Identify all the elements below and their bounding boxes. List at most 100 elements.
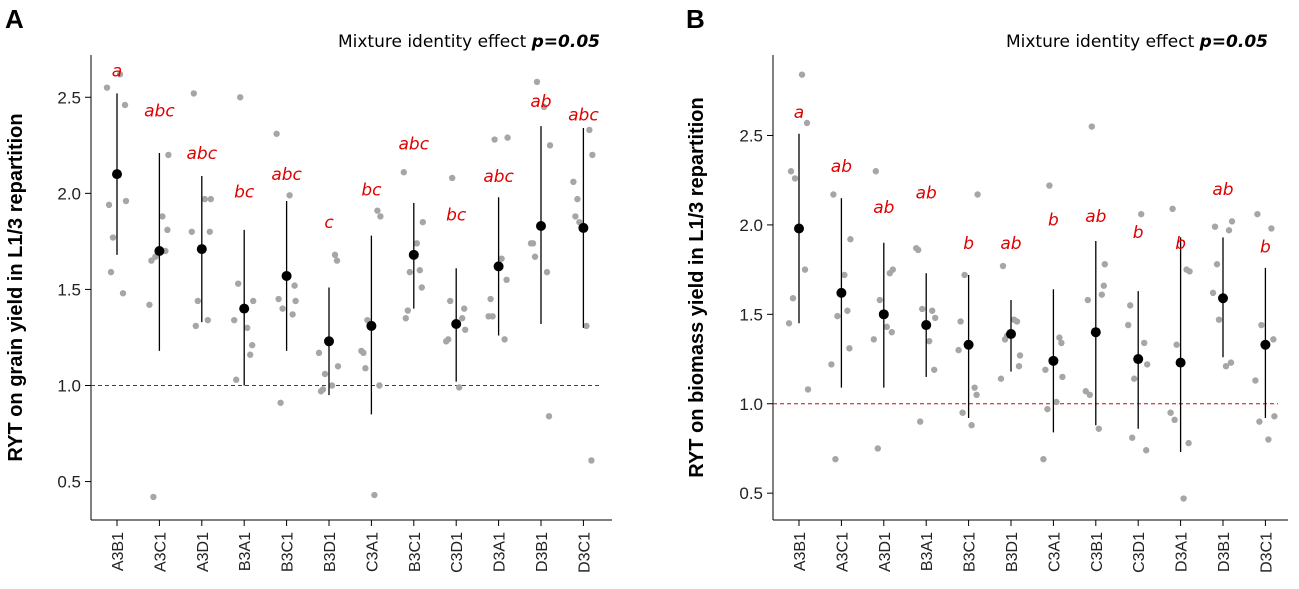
data-point [846, 345, 853, 352]
data-point [888, 329, 895, 336]
data-point [828, 361, 835, 368]
data-point [1056, 334, 1063, 341]
data-point [1254, 210, 1261, 218]
data-point [487, 295, 494, 303]
data-point [1044, 405, 1051, 413]
data-point [844, 307, 851, 314]
data-point [319, 386, 327, 393]
data-point [1211, 223, 1219, 230]
data-point [929, 307, 936, 314]
data-point [1185, 439, 1192, 447]
mean-point [1006, 329, 1016, 339]
x-tick-label: D3A1 [1174, 532, 1191, 572]
data-point [588, 457, 595, 464]
significance-letter: b [1260, 237, 1271, 257]
data-point [889, 266, 896, 273]
data-point [1268, 225, 1275, 232]
data-point [1167, 409, 1174, 416]
data-point [1222, 362, 1230, 370]
panel-letter: B [686, 4, 705, 34]
data-point [876, 296, 883, 304]
data-point [1169, 205, 1176, 213]
data-point [461, 305, 468, 312]
x-tick-label: A3D1 [877, 532, 894, 572]
x-tick-label: C3A1 [364, 532, 381, 572]
mean-point [281, 270, 292, 281]
data-point [1015, 362, 1023, 370]
data-point [206, 228, 213, 235]
data-point [286, 192, 293, 199]
data-point [1059, 373, 1066, 381]
x-tick-label: A3B1 [110, 532, 127, 571]
data-point [913, 244, 920, 252]
significance-letter: ab [916, 184, 937, 204]
data-point [418, 284, 425, 291]
data-point [275, 295, 282, 303]
data-point [146, 301, 153, 308]
significance-letter: bc [234, 182, 255, 202]
significance-letter: abc [399, 134, 430, 154]
x-tick-label: B3D1 [1004, 532, 1021, 572]
data-point [917, 418, 924, 425]
data-point [249, 341, 256, 349]
data-point [1144, 361, 1151, 368]
data-point [503, 276, 510, 284]
data-point [247, 351, 254, 358]
data-point [315, 349, 323, 357]
data-point [974, 191, 981, 198]
data-point [1171, 416, 1178, 424]
data-point [1042, 366, 1049, 373]
mean-point [578, 222, 589, 233]
data-point [194, 297, 201, 305]
mean-point [154, 245, 165, 256]
y-axis-label: RYT on biomass yield in L1/3 repartition [686, 97, 708, 477]
data-point [459, 315, 466, 322]
data-point [207, 195, 214, 203]
data-point [1271, 413, 1278, 420]
data-point [1001, 336, 1009, 343]
data-point [834, 312, 841, 320]
data-point [159, 213, 166, 220]
mean-point [836, 287, 847, 298]
data-point [540, 103, 548, 111]
data-point [1040, 455, 1047, 463]
x-tick-label: D3B1 [534, 532, 551, 572]
mean-point [963, 339, 974, 350]
y-tick-label: 0.5 [57, 473, 81, 492]
data-point [803, 119, 811, 127]
data-point [801, 266, 809, 273]
effect-p-value: p=0.05 [1199, 32, 1268, 52]
data-point [830, 191, 837, 198]
y-tick-label: 2.0 [739, 216, 763, 235]
significance-letter: ab [1085, 207, 1106, 227]
panel-letter: A [5, 4, 24, 34]
data-point [362, 365, 369, 372]
x-tick-label: A3C1 [152, 532, 169, 572]
data-point [870, 336, 877, 343]
data-point [374, 207, 381, 214]
mean-point [324, 336, 334, 347]
data-point [1256, 418, 1263, 425]
data-point [804, 386, 812, 393]
significance-letter: abc [187, 144, 218, 164]
x-tick-label: B3C1 [407, 532, 424, 572]
panel-b: B Mixture identity effect p=0.05 RYT on bi… [686, 4, 1288, 573]
data-point [291, 282, 298, 289]
mean-point [1090, 327, 1101, 338]
data-point [109, 234, 117, 241]
data-point [798, 71, 806, 78]
mean-point [366, 320, 377, 331]
data-point [416, 267, 423, 274]
data-point [968, 422, 975, 429]
data-point [543, 268, 551, 276]
significance-letter: a [794, 103, 804, 123]
data-point [279, 305, 286, 312]
data-point [872, 168, 879, 175]
significance-letter: bc [446, 205, 467, 225]
data-point [971, 384, 978, 391]
data-point [999, 262, 1007, 270]
mean-point [1218, 293, 1228, 304]
significance-letter: abc [271, 165, 302, 185]
data-point [321, 370, 329, 378]
data-point [932, 314, 939, 322]
